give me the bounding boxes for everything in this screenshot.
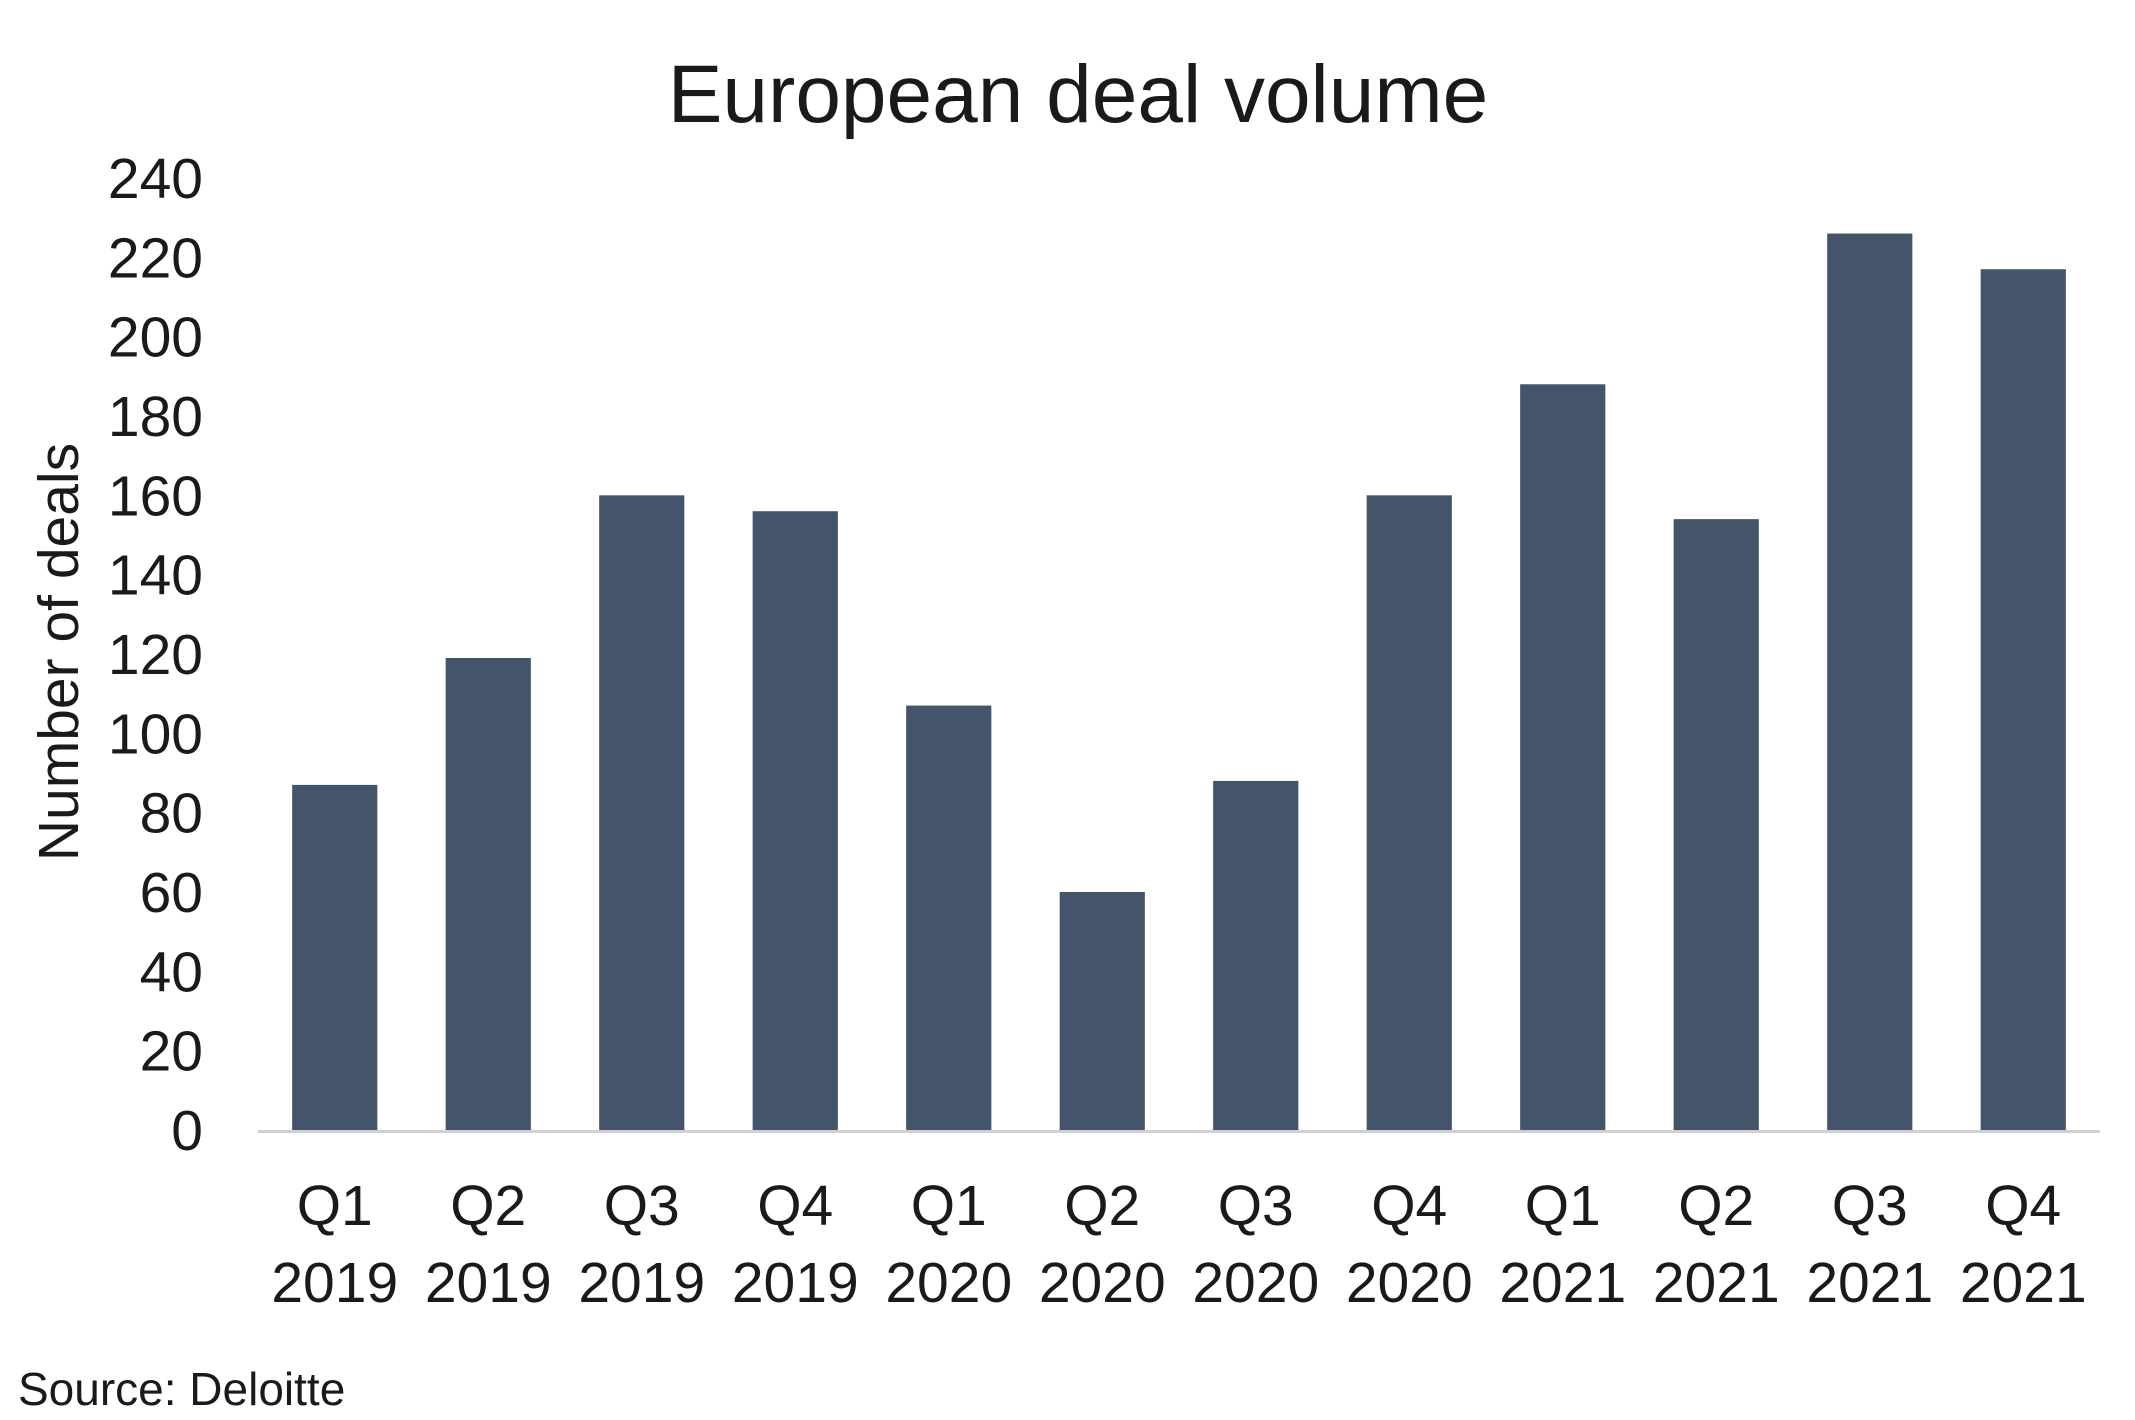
x-tick-year: 2019 [425,1251,552,1315]
x-tick-quarter: Q2 [450,1174,526,1238]
x-tick-quarter: Q1 [1525,1174,1601,1238]
y-tick-label: 20 [140,1020,203,1084]
x-tick-year: 2020 [885,1251,1012,1315]
y-axis-label: Number of deals [27,443,91,861]
x-tick-quarter: Q3 [604,1174,680,1238]
x-tick-year: 2019 [578,1251,705,1315]
y-tick-label: 40 [140,940,203,1004]
y-tick-label: 120 [108,623,203,687]
bar [1366,495,1452,1130]
y-tick-label: 0 [171,1099,203,1163]
x-tick-year: 2020 [1039,1251,1166,1315]
source-note: Source: Deloitte [18,1363,345,1415]
x-tick-year: 2019 [732,1251,859,1315]
bar [752,511,838,1130]
y-tick-label: 200 [108,306,203,370]
x-tick-quarter: Q2 [1064,1174,1140,1238]
bar [445,657,531,1130]
bar [1059,892,1145,1130]
x-tick-quarter: Q4 [1371,1174,1447,1238]
x-tick-year: 2020 [1192,1251,1319,1315]
bar [1213,780,1299,1130]
bar [599,495,685,1130]
chart-title: European deal volume [668,49,1489,140]
y-tick-label: 180 [108,385,203,449]
y-tick-label: 140 [108,544,203,608]
x-tick-year: 2020 [1346,1251,1473,1315]
bar [1827,233,1913,1131]
bar [292,784,378,1130]
x-tick-quarter: Q1 [911,1174,987,1238]
x-tick-year: 2021 [1960,1251,2087,1315]
y-tick-label: 160 [108,464,203,528]
y-tick-label: 60 [140,861,203,925]
y-tick-label: 100 [108,702,203,766]
y-tick-label: 80 [140,782,203,846]
x-tick-year: 2021 [1499,1251,1626,1315]
bar [906,705,992,1130]
x-tick-quarter: Q3 [1218,1174,1294,1238]
x-tick-year: 2019 [271,1251,398,1315]
x-axis-ticks: Q1 2019 Q2 2019 Q3 2019 Q4 2019 Q1 2020 Q2 2020 Q3 20… [271,1174,2086,1315]
bar [1980,269,2066,1130]
bars [292,233,2066,1131]
bar [1520,384,1606,1130]
x-tick-quarter: Q4 [757,1174,833,1238]
x-tick-quarter: Q3 [1832,1174,1908,1238]
x-tick-quarter: Q1 [297,1174,373,1238]
y-tick-label: 240 [108,147,203,211]
y-axis-ticks: 0 20 40 60 80 100 120 140 160 180 200 220 240 [108,147,203,1163]
bar [1673,519,1759,1130]
x-tick-quarter: Q2 [1678,1174,1754,1238]
x-tick-year: 2021 [1653,1251,1780,1315]
y-tick-label: 220 [108,226,203,290]
x-tick-quarter: Q4 [1985,1174,2061,1238]
x-tick-year: 2021 [1806,1251,1933,1315]
